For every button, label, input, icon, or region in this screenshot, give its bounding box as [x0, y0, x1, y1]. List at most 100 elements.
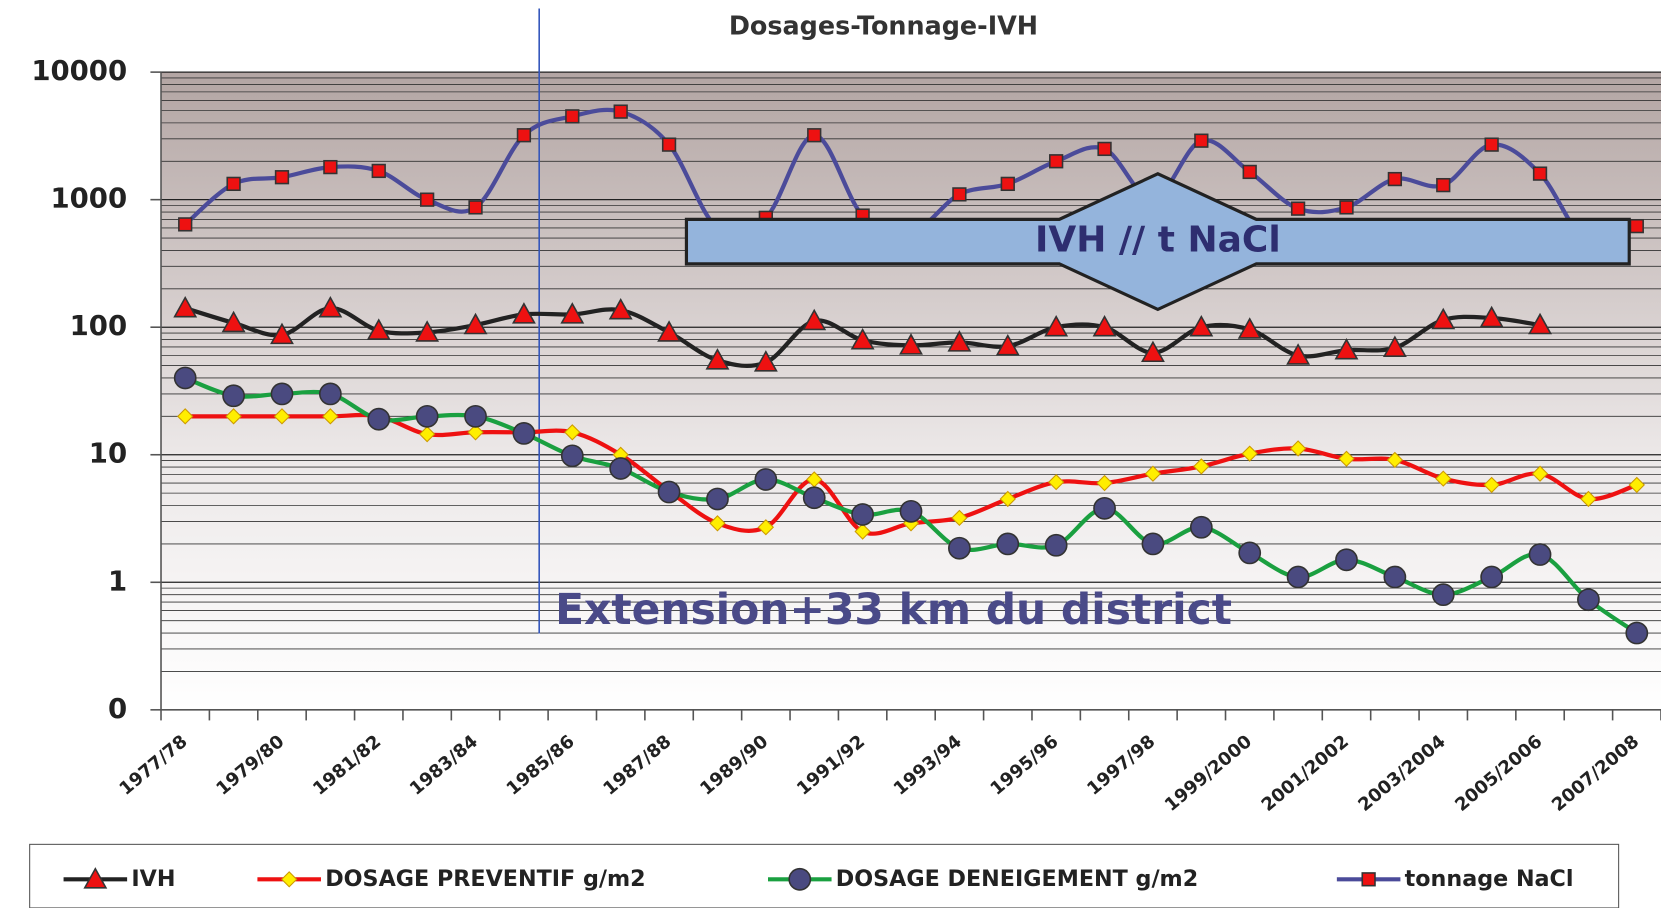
marker — [1339, 200, 1354, 215]
marker — [1194, 133, 1209, 148]
marker — [560, 444, 584, 468]
y-tick-label: 1000 — [50, 183, 127, 215]
marker — [999, 490, 1016, 508]
marker — [947, 330, 972, 352]
marker — [318, 295, 343, 318]
x-tick-label: 1991/92 — [793, 731, 869, 800]
chart-title: Dosages-Tonnage-IVH — [729, 11, 1038, 41]
marker — [270, 382, 294, 406]
marker — [464, 404, 487, 428]
marker — [1431, 583, 1455, 607]
marker — [1241, 445, 1258, 462]
marker — [564, 424, 581, 441]
x-tick-label: 1999/2000 — [1161, 731, 1256, 816]
marker — [1289, 440, 1307, 457]
marker — [952, 187, 967, 202]
marker — [802, 486, 826, 510]
marker — [851, 503, 875, 526]
x-tick-label: 1981/82 — [309, 731, 385, 800]
marker — [1431, 307, 1456, 330]
double-arrow — [684, 172, 1631, 312]
x-tick-label: 1979/80 — [212, 731, 288, 800]
marker — [467, 424, 484, 441]
marker — [226, 176, 241, 192]
annotation: Extension+33 km du district — [555, 585, 1232, 634]
marker — [1382, 335, 1407, 358]
marker — [1286, 565, 1310, 589]
marker — [1238, 541, 1262, 565]
marker — [1483, 476, 1500, 494]
marker — [1049, 154, 1064, 169]
marker — [1479, 305, 1504, 328]
marker — [173, 295, 198, 318]
marker — [418, 425, 436, 443]
marker — [1531, 465, 1549, 482]
marker — [899, 333, 923, 355]
marker — [657, 480, 681, 504]
marker — [1242, 164, 1257, 180]
y-tick-label: 10000 — [31, 55, 127, 87]
marker — [281, 871, 298, 888]
x-tick-label: 2003/2004 — [1354, 731, 1449, 816]
marker — [1436, 177, 1451, 193]
marker — [1386, 451, 1404, 469]
marker — [1189, 515, 1213, 539]
x-tick-label: 1989/90 — [696, 731, 772, 800]
marker — [709, 515, 726, 532]
marker — [807, 128, 822, 143]
marker — [788, 867, 812, 891]
marker — [565, 109, 580, 124]
marker — [273, 408, 291, 425]
marker — [753, 350, 778, 372]
y-tick-label: 100 — [70, 310, 127, 342]
marker — [1480, 565, 1504, 589]
marker — [1140, 340, 1165, 363]
marker — [1528, 543, 1552, 566]
marker — [1532, 166, 1548, 181]
marker — [1144, 465, 1162, 482]
marker — [609, 457, 633, 480]
x-tick-label: 1977/78 — [116, 731, 192, 800]
marker — [468, 200, 483, 215]
marker — [322, 408, 339, 425]
marker — [802, 308, 827, 331]
marker — [1092, 314, 1117, 337]
y-tick-label: 10 — [89, 438, 127, 470]
marker — [1044, 533, 1068, 557]
marker — [1334, 337, 1359, 360]
marker — [222, 384, 245, 408]
marker — [661, 137, 677, 152]
x-tick-label: 1983/84 — [406, 731, 482, 800]
marker — [850, 328, 875, 350]
marker — [657, 320, 682, 342]
marker — [1383, 565, 1407, 589]
marker — [512, 422, 536, 445]
x-tick-label: 1993/94 — [890, 731, 966, 800]
marker — [1286, 343, 1311, 365]
marker — [274, 170, 290, 185]
marker — [1484, 137, 1499, 152]
marker — [854, 523, 871, 540]
marker — [419, 192, 435, 207]
marker — [83, 867, 108, 889]
marker — [1237, 317, 1262, 339]
x-tick-label: 1985/86 — [503, 731, 579, 800]
marker — [367, 407, 391, 431]
marker — [270, 322, 294, 345]
marker — [1048, 473, 1065, 491]
marker — [1093, 496, 1116, 520]
marker — [1387, 171, 1403, 187]
marker — [1097, 141, 1112, 157]
marker — [366, 318, 391, 340]
marker — [1290, 201, 1306, 216]
marker — [1193, 458, 1210, 475]
marker — [371, 163, 386, 179]
x-tick-label: 2005/2006 — [1451, 731, 1546, 816]
marker — [613, 104, 628, 119]
marker — [706, 487, 729, 511]
marker — [1096, 474, 1113, 492]
marker — [177, 408, 194, 425]
marker — [1629, 218, 1644, 234]
marker — [1335, 548, 1358, 572]
legend-label: DOSAGE PREVENTIF g/m2 — [325, 866, 645, 892]
